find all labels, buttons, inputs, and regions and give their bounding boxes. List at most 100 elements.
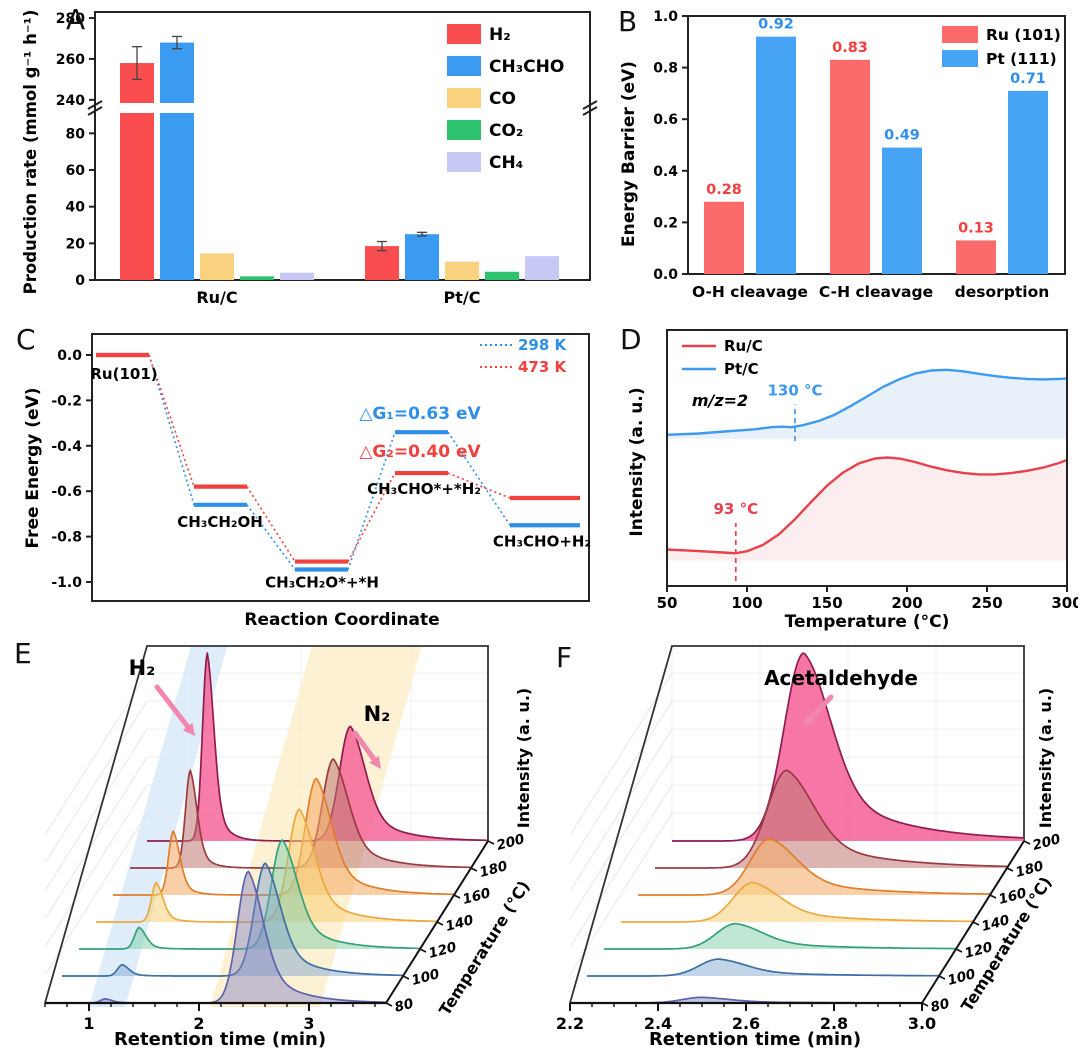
panel-f-temp-tick: 160 bbox=[997, 885, 1028, 908]
panel-e-rows bbox=[45, 652, 488, 1004]
panel-a-series-CH₄ bbox=[280, 256, 559, 280]
panel-a-ytick: 80 bbox=[66, 126, 86, 142]
panel-e-temp-tick: 160 bbox=[461, 885, 492, 908]
panel-b-ytick: 0.6 bbox=[653, 112, 678, 128]
panel-c-ytick: -0.8 bbox=[51, 530, 82, 546]
panel-a-ytick: 260 bbox=[56, 52, 85, 68]
panel-d-legend-label: Ru/C bbox=[724, 337, 763, 355]
panel-f-row-140C bbox=[621, 881, 973, 923]
panel-d-xtick: 100 bbox=[731, 594, 762, 612]
panel-d-legend: Ru/C Pt/C bbox=[682, 337, 763, 378]
panel-f-xlabel: Retention time (min) bbox=[649, 1029, 861, 1050]
panel-b-y-axis: 0.0 0.2 0.4 0.6 0.8 1.0 Energy Barrier (eV) bbox=[619, 9, 688, 283]
panel-d-xtick: 300 bbox=[1051, 594, 1078, 612]
panel-d-curve-Pt/C bbox=[666, 368, 1068, 439]
panel-f-row-120C bbox=[604, 922, 956, 950]
panel-e-xlabel: Retention time (min) bbox=[114, 1029, 326, 1050]
panel-c-dg1-annotation: △G₁=0.63 eV bbox=[359, 404, 481, 424]
panel-a-legend-label: CH₃CHO bbox=[489, 57, 564, 77]
panel-c-stage-label: Ru(101) bbox=[90, 365, 157, 383]
panel-d-markers: 130 °C 93 °C bbox=[713, 382, 823, 581]
panel-a-error-bars bbox=[132, 35, 427, 252]
panel-d-frame bbox=[666, 329, 1068, 587]
panel-f-row-100C bbox=[587, 958, 939, 977]
panel-c-legend: 298 K 473 K bbox=[480, 336, 568, 376]
panel-a-legend: H₂ CH₃CHO CO CO₂ CH₄ bbox=[447, 24, 564, 173]
panel-f-xtick: 2.2 bbox=[556, 1014, 584, 1033]
panel-f-row-160C bbox=[638, 837, 991, 896]
panel-b-letter: B bbox=[618, 5, 638, 38]
panel-a-legend-label: CO bbox=[489, 89, 516, 109]
panel-e-temp-tick: 180 bbox=[478, 858, 509, 881]
panel-b-ytick: 1.0 bbox=[653, 9, 678, 25]
panel-d-xtick: 150 bbox=[811, 594, 842, 612]
panel-a-ytick: 60 bbox=[66, 163, 86, 179]
panel-f-xtick: 2.8 bbox=[820, 1014, 848, 1033]
panel-d-xtick: 250 bbox=[971, 594, 1002, 612]
panel-d-x-axis: 50 100 150 200 250 300 Temperature (°C) bbox=[657, 586, 1078, 632]
panel-f-temp-tick: 200 bbox=[1031, 831, 1062, 854]
panel-b-bars: 0.28 0.83 0.13 0.92 0.49 0.71 bbox=[704, 17, 1048, 274]
panel-d-mz-annotation: m/z=2 bbox=[692, 391, 748, 410]
panel-a-frame bbox=[94, 11, 591, 281]
panel-a-y-axis: 0 20 40 60 80 240 260 280 Production rate (mmol … bbox=[21, 10, 95, 295]
panel-a-series-CO bbox=[200, 253, 479, 280]
panel-a-category-label: Pt/C bbox=[444, 288, 481, 307]
panel-e-annotation-1: H₂ bbox=[129, 656, 156, 680]
panel-f-x-axis: 2.2 2.4 2.6 2.8 3.0 Retention time (min) bbox=[556, 1001, 936, 1050]
panel-b-series-Pt (111): 0.92 0.49 0.71 bbox=[756, 17, 1048, 274]
panel-e-xtick: 2 bbox=[193, 1014, 204, 1033]
panel-c-ytick: -1.0 bbox=[51, 575, 82, 591]
panel-c-stage-labels: Ru(101) CH₃CH₂OH CH₃CH₂O*+*H CH₃CHO*+*H₂ CH₃… bbox=[90, 365, 591, 592]
panel-c-xlabel: Reaction Coordinate bbox=[244, 610, 439, 630]
panel-e-temp-tick: 80 bbox=[393, 996, 415, 1016]
panel-c-ytick: 0.0 bbox=[57, 348, 82, 364]
panel-c-letter: C bbox=[16, 323, 36, 356]
panel-a-series-CO₂ bbox=[240, 271, 519, 280]
panel-c-legend-label: 298 K bbox=[518, 336, 568, 354]
panel-a-letter: A bbox=[66, 3, 86, 36]
panel-f-row-180C bbox=[655, 769, 1008, 869]
panel-b-energy-barrier-chart: 0.0 0.2 0.4 0.6 0.8 1.0 Energy Barrier (eV) 0.2… bbox=[619, 9, 1066, 301]
panel-d-xtick: 50 bbox=[657, 594, 678, 612]
panel-c-ylabel: Free Energy (eV) bbox=[23, 388, 43, 549]
panel-d-marker-130C: 130 °C bbox=[767, 382, 822, 400]
panel-c-free-energy-diagram: 0.0 -0.2 -0.4 -0.6 -0.8 -1.0 Free Energy (eV) R… bbox=[23, 333, 591, 630]
panel-a-ytick: 0 bbox=[75, 273, 85, 289]
panel-c-stage-label: CH₃CH₂O*+*H bbox=[265, 574, 379, 592]
panel-e-temp-tick: 140 bbox=[444, 912, 475, 935]
panel-b-category-label: C-H cleavage bbox=[819, 283, 933, 301]
panel-c-frame bbox=[91, 333, 590, 602]
panel-b-category-label: desorption bbox=[955, 283, 1050, 301]
panel-b-ytick: 0.4 bbox=[653, 164, 678, 180]
panel-c-legend-label: 473 K bbox=[518, 358, 568, 376]
panel-c-stage-label: CH₃CHO*+*H₂ bbox=[367, 480, 481, 498]
panel-c-stage-label: CH₃CHO+H₂ bbox=[493, 532, 591, 550]
panel-d-curve-Ru/C bbox=[666, 456, 1068, 561]
panel-b-legend-label: Ru (101) bbox=[986, 26, 1061, 44]
panel-f-rows bbox=[570, 652, 1025, 1004]
panel-b-ytick: 0.0 bbox=[653, 267, 678, 283]
panel-d-xtick: 200 bbox=[891, 594, 922, 612]
panel-c-connectors bbox=[148, 354, 511, 570]
panel-f-annotations: Acetaldehyde bbox=[764, 666, 918, 727]
panel-a-series-H₂ bbox=[120, 63, 399, 281]
panel-b-ylabel: Energy Barrier (eV) bbox=[619, 61, 639, 247]
panel-d-ylabel: Intensity (a. u.) bbox=[627, 387, 647, 536]
panel-d-marker-93C: 93 °C bbox=[713, 500, 758, 518]
panel-b-category-label: O-H cleavage bbox=[692, 283, 808, 301]
panel-e-xtick: 3 bbox=[303, 1014, 314, 1033]
panel-a-series-CH₃CHO bbox=[160, 42, 439, 280]
panel-b-value-label: 0.28 bbox=[706, 182, 742, 198]
panel-b-value-label: 0.71 bbox=[1010, 71, 1046, 87]
panel-a-ylabel: Production rate (mmol g⁻¹ h⁻¹) bbox=[21, 10, 40, 295]
panel-f-xtick: 2.4 bbox=[644, 1014, 672, 1033]
panel-e-annotations: H₂ N₂ bbox=[129, 656, 390, 769]
panel-f-row-200C bbox=[672, 652, 1025, 842]
panel-b-ytick: 0.2 bbox=[653, 215, 678, 231]
panel-b-value-label: 0.83 bbox=[832, 40, 868, 56]
panel-a-ytick: 40 bbox=[66, 200, 86, 216]
